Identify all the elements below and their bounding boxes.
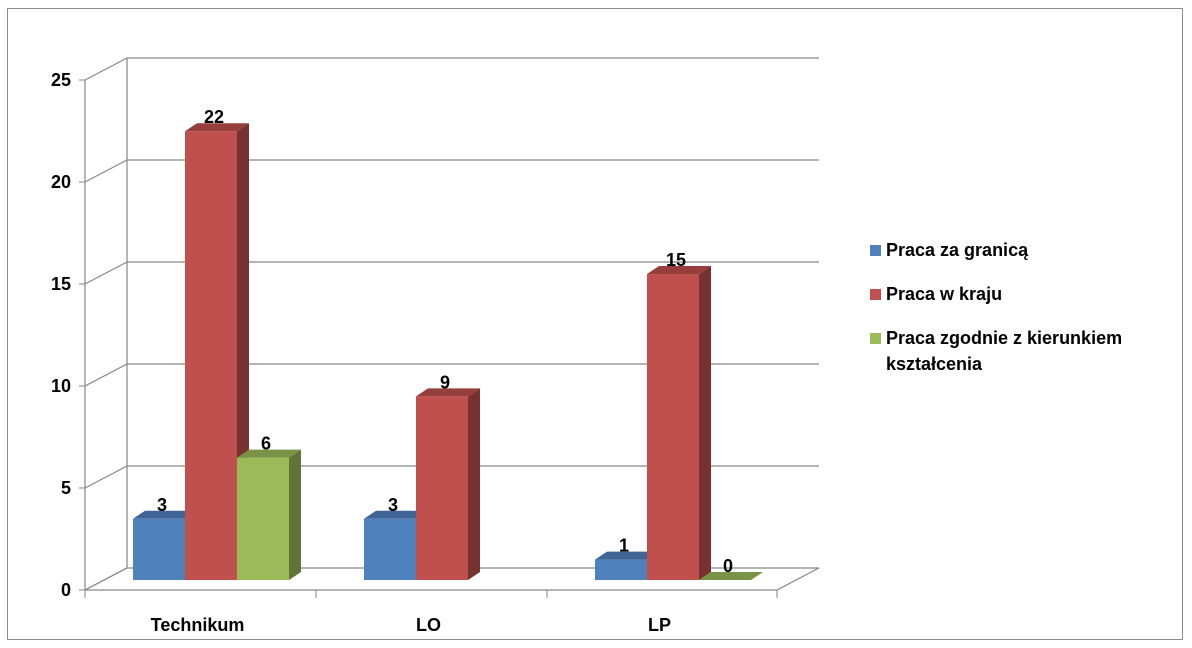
legend-label-series-2: Praca w kraju [886, 284, 1003, 304]
data-label: 3 [157, 495, 167, 515]
gridline-depth [84, 57, 128, 81]
x-tick-label: Technikum [151, 615, 245, 635]
bar-top [133, 510, 197, 519]
y-tick-label: 5 [61, 478, 71, 498]
legend-label-series-1: Praca za granicą [886, 240, 1029, 260]
data-label: 1 [619, 536, 629, 556]
data-label: 15 [666, 250, 686, 270]
legend-swatch-series-1 [870, 245, 881, 256]
data-label: 0 [723, 556, 733, 576]
legend-item-series-1: Praca za granicą [870, 237, 1190, 263]
bar-top [699, 572, 763, 580]
gridline-depth [84, 465, 128, 489]
y-tick-label: 20 [51, 172, 71, 192]
bar [185, 131, 237, 580]
y-tick-label: 15 [51, 274, 71, 294]
x-tick-label: LP [648, 615, 671, 635]
data-label: 9 [440, 372, 450, 392]
data-label: 6 [261, 434, 271, 454]
bar-top [595, 551, 659, 560]
y-tick-label: 10 [51, 376, 71, 396]
legend-swatch-series-2 [870, 289, 881, 300]
bar-top [647, 266, 711, 274]
legend-item-series-3: Praca zgodnie z kierunkiem kształcenia [870, 325, 1190, 377]
bar-top [185, 123, 249, 132]
data-label: 22 [204, 107, 224, 127]
legend-swatch-series-3 [870, 333, 881, 344]
bar-side [468, 388, 480, 580]
bar [133, 518, 185, 580]
bar [364, 518, 416, 580]
legend-item-series-2: Praca w kraju [870, 281, 1190, 307]
legend-label-series-3: Praca zgodnie z kierunkiem kształcenia [886, 328, 1123, 374]
bar [595, 559, 647, 580]
data-label: 3 [388, 495, 398, 515]
gridline-depth [84, 159, 128, 183]
y-tick-label: 0 [61, 580, 71, 600]
x-tick-label: LO [416, 615, 441, 635]
bar-top [416, 388, 480, 397]
bar-side [289, 449, 301, 580]
bar-chart: 0 5 10 15 20 25 Technikum LO LP 3 22 6 3 9 1 15 0 [51, 57, 820, 635]
bar-top [237, 449, 301, 458]
floor [84, 567, 820, 591]
gridline-depth [84, 261, 128, 285]
bar-top [364, 510, 428, 519]
bar [416, 396, 468, 580]
legend: Praca za granicą Praca w kraju Praca zgo… [870, 237, 1190, 395]
bar [647, 274, 699, 580]
bar [237, 457, 289, 580]
y-tick-label: 25 [51, 70, 71, 90]
bar-side [699, 266, 711, 580]
gridline-depth [84, 363, 128, 387]
chart-frame: 0 5 10 15 20 25 Technikum LO LP 3 22 6 3 9 1 15 0 Praca … [7, 8, 1183, 640]
